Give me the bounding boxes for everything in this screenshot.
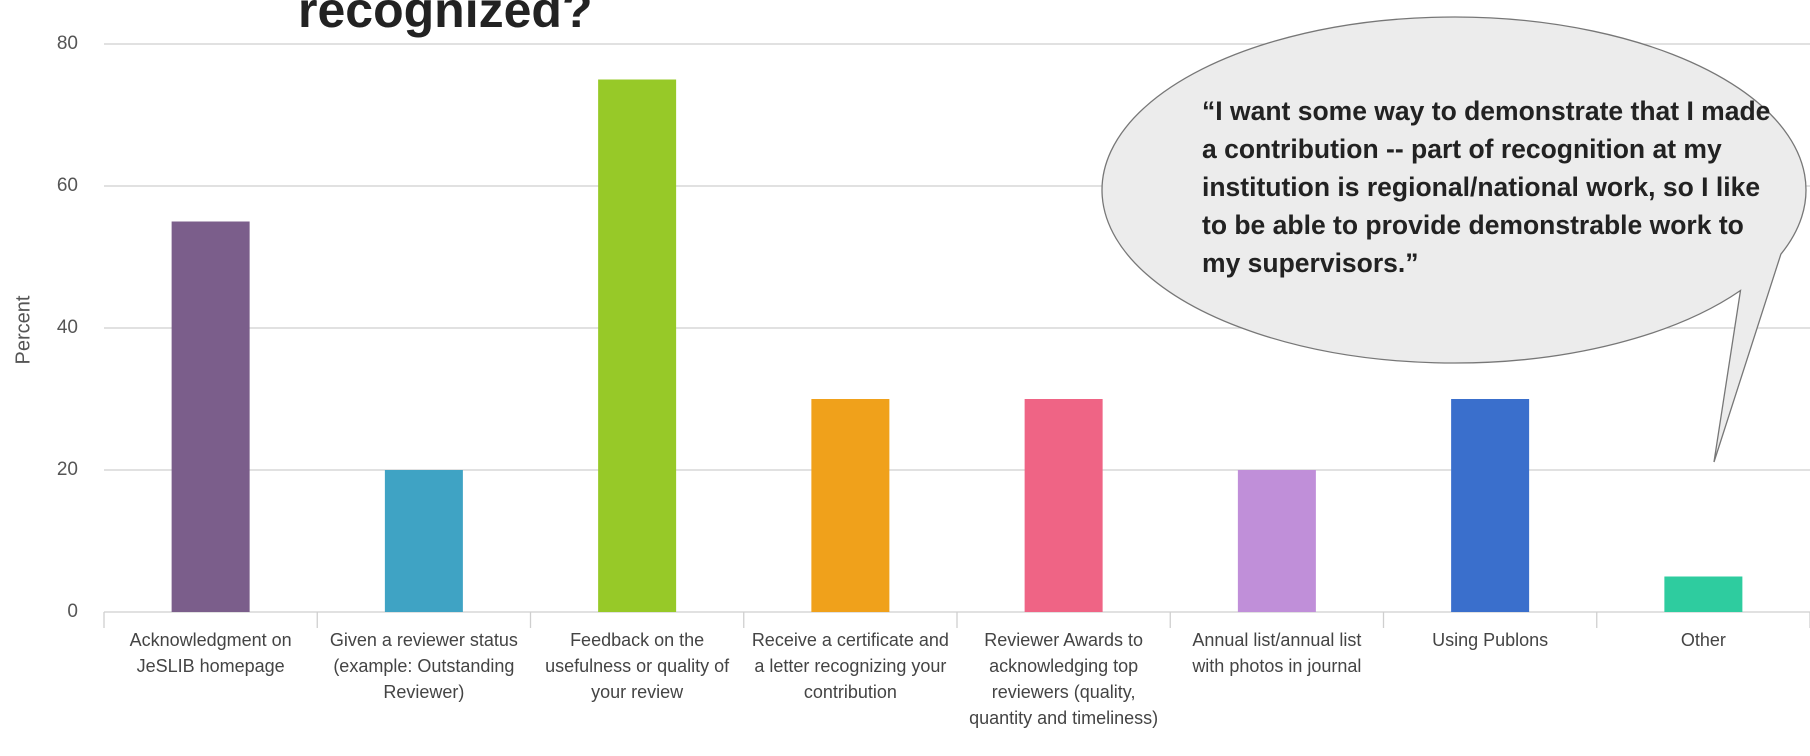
x-tick-label: Annual list/annual list with photos in j… [1192, 630, 1362, 676]
bar [811, 399, 890, 612]
bar [1024, 399, 1103, 612]
y-tick-label: 20 [57, 459, 78, 480]
y-tick-label: 80 [57, 33, 78, 54]
annotation: “I want some way to demonstrate that I m… [1202, 96, 1771, 278]
y-tick-label: 0 [67, 601, 78, 622]
x-tick-label: Feedback on the usefulness or quality of… [545, 630, 730, 702]
chart-title: recognized? [298, 0, 592, 38]
x-tick-label: Other [1680, 630, 1726, 650]
bar [171, 221, 250, 612]
bar [1237, 470, 1316, 612]
x-tick-label: Using Publons [1432, 630, 1549, 650]
x-tick-label: Given a reviewer status (example: Outsta… [329, 630, 518, 702]
y-tick-label: 60 [57, 175, 78, 196]
speech-bubble [1101, 16, 1807, 463]
bar [598, 79, 677, 612]
bar [1664, 576, 1743, 612]
x-tick-label: Receive a certificate and a letter recog… [751, 630, 949, 702]
bar [1451, 399, 1530, 612]
y-axis-label: Percent [12, 295, 34, 364]
x-tick-label: Reviewer Awards to acknowledging top rev… [969, 630, 1159, 728]
y-tick-label: 40 [57, 317, 78, 338]
x-tick-label: Acknowledgment on JeSLIB homepage [129, 630, 292, 676]
bar [384, 470, 463, 612]
